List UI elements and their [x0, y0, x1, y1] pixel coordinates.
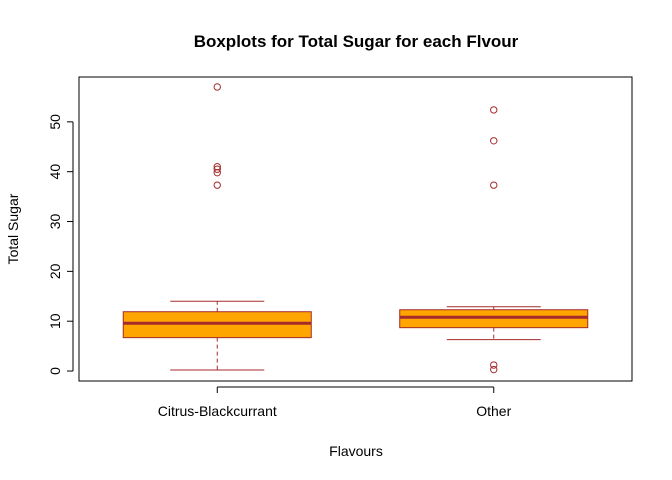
y-tick-label: 0 — [47, 367, 63, 375]
y-axis-label: Total Sugar — [5, 193, 21, 264]
y-tick-label: 10 — [47, 313, 63, 329]
outlier-point — [490, 137, 498, 145]
outlier-point — [213, 163, 221, 171]
x-tick-label: Other — [476, 403, 511, 419]
x-tick-label: Citrus-Blackcurrant — [158, 403, 277, 419]
outlier-point — [490, 106, 498, 114]
outlier-point — [490, 361, 498, 369]
box-group — [399, 106, 589, 374]
y-tick-label: 30 — [47, 214, 63, 230]
chart-title: Boxplots for Total Sugar for each Flvour — [194, 32, 519, 51]
x-axis: Citrus-Blackcurrant Other — [158, 386, 512, 419]
y-axis: 0 10 20 30 40 50 — [47, 114, 74, 375]
y-tick-label: 50 — [47, 114, 63, 130]
outlier-point — [490, 181, 498, 189]
outlier-point — [213, 165, 221, 173]
y-tick-label: 40 — [47, 164, 63, 180]
boxes-layer — [122, 83, 589, 374]
outlier-point — [213, 83, 221, 91]
outlier-point — [213, 181, 221, 189]
y-tick-label: 20 — [47, 263, 63, 279]
plot-frame — [78, 76, 633, 382]
x-axis-label: Flavours — [329, 443, 383, 459]
outlier-point — [490, 365, 498, 374]
box-group — [122, 83, 312, 371]
